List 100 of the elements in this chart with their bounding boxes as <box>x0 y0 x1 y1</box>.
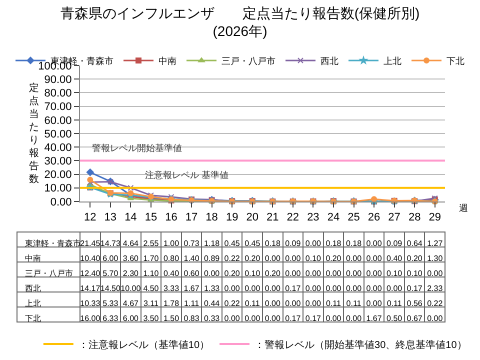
data-label: 0.00 <box>264 254 281 263</box>
data-label: 0.00 <box>305 298 322 308</box>
ref-line-label: 警報レベル開始基準値 <box>92 143 182 153</box>
data-label: 2.30 <box>122 268 140 278</box>
data-label: 3.33 <box>163 284 180 293</box>
x-tick-label: 13 <box>104 212 117 224</box>
data-label: 0.00 <box>366 268 382 278</box>
data-label: 0.09 <box>285 238 302 248</box>
data-label: 0.45 <box>244 238 261 248</box>
data-label: 0.40 <box>163 268 180 278</box>
data-label: 0.73 <box>184 238 200 248</box>
data-label: 0.00 <box>285 298 302 308</box>
data-label: 1.50 <box>163 314 180 323</box>
x-tick-label: 29 <box>428 212 441 224</box>
data-label: 1.33 <box>204 284 220 293</box>
y-tick-label: 0.00 <box>50 196 72 208</box>
data-label: 0.10 <box>305 254 322 263</box>
x-tick-label: 14 <box>124 212 137 224</box>
data-label: 0.00 <box>264 284 281 293</box>
data-label: 3.11 <box>143 298 160 308</box>
x-tick-label: 25 <box>348 212 360 224</box>
data-label: 0.00 <box>305 268 322 278</box>
data-label: 0.00 <box>346 268 362 278</box>
data-label: 1.10 <box>143 268 160 278</box>
data-label: 0.00 <box>305 238 322 248</box>
data-label: 0.22 <box>224 254 240 263</box>
x-tick-label: 20 <box>246 212 258 224</box>
data-label: 12.40 <box>80 268 101 278</box>
x-tick-label: 17 <box>185 212 198 224</box>
data-label: 0.00 <box>346 314 362 323</box>
data-label: 0.20 <box>264 268 281 278</box>
data-label: 3.50 <box>143 314 160 323</box>
data-label: 0.00 <box>224 284 240 293</box>
y-tick-label: 90.00 <box>44 74 72 86</box>
legend-label: 下北 <box>446 56 464 66</box>
data-label: 0.00 <box>366 254 382 263</box>
data-label: 0.22 <box>427 298 444 308</box>
y-tick-label: 70.00 <box>44 101 72 114</box>
y-axis-title: 定点当たり報告数 <box>29 82 39 185</box>
text: 東津軽・青森市 <box>25 238 81 248</box>
data-label: 14.17 <box>80 284 101 293</box>
data-label: 6.00 <box>102 254 119 263</box>
data-label: 4.67 <box>122 298 140 308</box>
data-label: 0.00 <box>326 284 342 293</box>
data-label: 6.33 <box>102 314 119 323</box>
x-tick-label: 28 <box>408 212 421 224</box>
data-label: 0.00 <box>326 268 342 278</box>
y-tick-label: 40.00 <box>44 142 72 154</box>
data-label: 0.17 <box>285 284 302 293</box>
legend-label: 中南 <box>158 56 176 66</box>
data-label: 0.00 <box>224 314 240 323</box>
data-label: 0.10 <box>386 268 403 278</box>
data-label: 0.80 <box>163 254 180 263</box>
data-label: 0.20 <box>326 254 342 263</box>
data-label: 0.09 <box>386 238 403 248</box>
data-label: 1.11 <box>184 298 200 308</box>
data-label: 0.89 <box>204 254 220 263</box>
data-label: 0.00 <box>386 284 403 293</box>
data-label: 0.20 <box>224 268 240 278</box>
x-tick-label: 16 <box>165 212 178 224</box>
y-tick-label: 50.00 <box>44 128 72 140</box>
data-label: 0.50 <box>386 314 403 323</box>
data-label: 0.17 <box>285 314 302 323</box>
data-label: 0.00 <box>326 314 342 323</box>
legend-label: 西北 <box>320 56 338 66</box>
data-label: 0.00 <box>244 314 261 323</box>
data-label: 0.18 <box>264 238 281 248</box>
data-label: 21.45 <box>80 238 101 248</box>
data-label: 0.00 <box>244 284 261 293</box>
data-label: 0.45 <box>224 238 240 248</box>
data-label: 0.00 <box>285 268 302 278</box>
data-label: 0.10 <box>244 268 261 278</box>
data-label: 0.10 <box>406 268 423 278</box>
data-label: 1.18 <box>204 238 220 248</box>
data-label: 0.00 <box>366 238 382 248</box>
data-label: 1.27 <box>427 238 444 248</box>
data-label: 1.67 <box>184 284 200 293</box>
data-label: 0.60 <box>184 268 200 278</box>
data-label: 1.70 <box>143 254 160 263</box>
data-label: 0.64 <box>406 238 423 248</box>
x-tick-label: 18 <box>206 212 218 224</box>
data-label: 10.33 <box>80 298 101 308</box>
data-label: 0.00 <box>264 314 281 323</box>
y-tick-label: 30.00 <box>44 156 72 168</box>
data-label: 10.40 <box>80 254 101 263</box>
data-label: 0.44 <box>204 298 220 308</box>
data-label: 10.00 <box>120 284 142 293</box>
x-tick-label: 23 <box>307 212 320 224</box>
data-label: 6.00 <box>122 314 140 323</box>
data-label: 4.64 <box>122 238 140 248</box>
data-label: 5.33 <box>102 298 119 308</box>
x-tick-label: 19 <box>226 212 238 224</box>
legend-label: 上北 <box>384 56 402 66</box>
data-label: 0.17 <box>305 314 322 323</box>
text: 下北 <box>25 314 41 323</box>
data-label: 0.33 <box>204 314 220 323</box>
data-label: 1.40 <box>184 254 200 263</box>
y-tick-label: 80.00 <box>44 88 72 100</box>
x-axis-title: 週 <box>459 203 468 213</box>
data-label: 1.00 <box>163 238 180 248</box>
